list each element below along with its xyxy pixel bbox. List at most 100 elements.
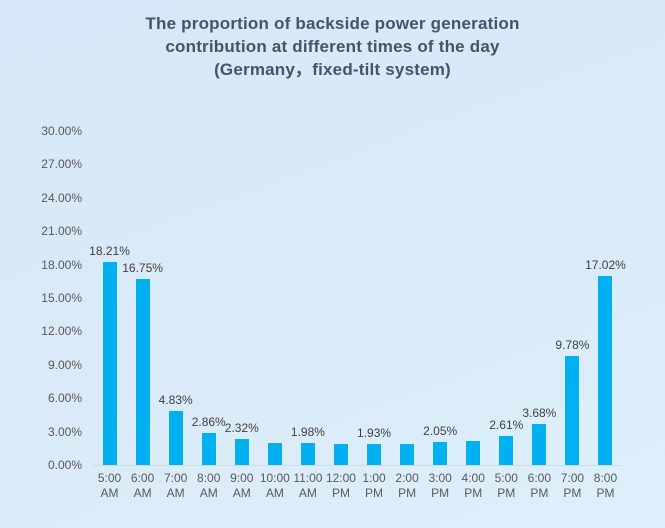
bar [168, 411, 183, 465]
y-axis-tick-label: 24.00% [41, 190, 82, 205]
x-axis-tick-time: 7:00 [560, 471, 585, 485]
bar-data-label: 17.02% [585, 257, 626, 272]
bar-data-label: 4.83% [158, 393, 193, 408]
chart-title-line-2: contribution at different times of the d… [165, 37, 500, 56]
bar [532, 424, 547, 465]
y-axis-tick-label: 18.00% [41, 257, 82, 272]
y-axis-tick-label: 9.00% [47, 357, 82, 372]
x-axis-tick-time: 10:00 [259, 471, 290, 485]
bar-data-label: 1.93% [357, 425, 392, 440]
x-axis-tick-time: 6:00 [130, 471, 155, 485]
x-axis-tick-meridiem: AM [232, 486, 251, 500]
chart-title-line-1: The proportion of backside power generat… [145, 14, 520, 33]
bar [598, 275, 613, 465]
x-axis-tick-label: 8:00 AM [192, 471, 225, 501]
plot-area: 18.21% 16.75% 4.83% 2.86% 2.32% 1.98% 1.93% 2.0… [89, 131, 626, 465]
x-axis-tick-label: 11:00 AM [291, 471, 324, 501]
bar-data-label: 16.75% [122, 260, 163, 275]
bar-data-label: 3.68% [522, 406, 557, 420]
x-axis-tick-time: 6:00 [527, 471, 552, 485]
bar [565, 356, 580, 465]
y-axis-tick-label: 15.00% [41, 291, 82, 305]
bar [433, 442, 448, 465]
bar [367, 443, 382, 465]
x-axis-tick-label: 3:00 PM [424, 471, 457, 501]
bar-slot [324, 131, 357, 465]
chart-title-line-3: (Germany，fixed-tilt system) [214, 60, 451, 79]
x-axis-tick-time: 4:00 [461, 471, 485, 485]
x-axis-tick-label: 8:00 PM [589, 471, 622, 501]
x-axis-tick-meridiem: AM [298, 486, 317, 500]
y-axis-tick-label: 0.00% [47, 458, 82, 472]
x-axis-tick-label: 2:00 PM [391, 471, 424, 501]
y-axis-tick-label: 21.00% [41, 224, 82, 239]
x-axis-tick-label: 7:00 PM [556, 471, 589, 501]
bar [234, 439, 249, 465]
chart-title: The proportion of backside power generat… [0, 12, 665, 81]
y-axis-tick-label: 3.00% [47, 424, 82, 439]
bar-slot: 17.02% [585, 131, 626, 465]
bar-slot: 16.75% [122, 131, 163, 465]
x-axis-tick-label: 12:00 PM [324, 471, 357, 501]
x-axis-tick-label: 7:00 AM [159, 471, 192, 501]
x-axis-tick-meridiem: AM [199, 486, 218, 500]
x-axis-tick-meridiem: PM [398, 486, 417, 500]
x-axis-tick-time: 2:00 [395, 471, 419, 485]
x-axis-tick-label: 1:00 PM [358, 471, 391, 501]
x-axis-tick-label: 5:00 PM [490, 471, 523, 501]
bar-data-label: 2.32% [224, 421, 259, 436]
bar-slot [258, 131, 291, 465]
bar-slot [457, 131, 490, 465]
bar [499, 435, 514, 465]
bar-data-label: 18.21% [89, 244, 130, 259]
bar [466, 440, 481, 465]
x-axis-tick-label: 9:00 AM [225, 471, 258, 501]
x-axis-line [93, 465, 622, 466]
x-axis-tick-label: 10:00 AM [258, 471, 291, 501]
bar-data-label: 2.61% [489, 417, 524, 432]
x-axis-tick-meridiem: AM [265, 486, 284, 500]
bar-slot: 18.21% [89, 131, 130, 465]
bar-slot: 2.32% [224, 131, 259, 465]
x-axis-tick-label: 5:00 AM [93, 471, 126, 501]
bar-data-label: 1.98% [290, 425, 325, 439]
bar [400, 443, 415, 465]
x-axis-tick-meridiem: PM [497, 486, 516, 500]
bar-slot: 2.61% [489, 131, 524, 465]
x-axis-tick-meridiem: AM [100, 486, 119, 500]
x-axis-tick-meridiem: AM [166, 486, 185, 500]
y-axis-tick-label: 12.00% [41, 324, 82, 339]
x-axis-tick-time: 9:00 [230, 471, 254, 485]
bar-slot: 2.05% [423, 131, 457, 465]
bar-slot: 2.86% [191, 131, 226, 465]
x-axis-tick-time: 5:00 [97, 471, 122, 485]
x-axis-tick-meridiem: AM [133, 486, 152, 500]
bar-slot: 4.83% [158, 131, 193, 465]
bar [267, 443, 282, 465]
x-axis-tick-time: 12:00 [325, 471, 356, 485]
bar [300, 443, 315, 465]
x-axis-tick-time: 7:00 [163, 471, 188, 485]
x-axis: 5:00 AM 6:00 AM 7:00 AM 8:00 AM 9:00 AM 10:00 AM 11:… [93, 471, 622, 501]
y-axis-tick-label: 6.00% [47, 391, 82, 406]
bar-data-label: 2.86% [191, 415, 226, 430]
x-axis-tick-label: 4:00 PM [457, 471, 490, 501]
y-axis-tick-label: 27.00% [41, 157, 82, 172]
x-axis-tick-time: 11:00 [293, 471, 323, 485]
bar [135, 278, 150, 465]
x-axis-tick-meridiem: PM [530, 486, 549, 500]
x-axis-tick-meridiem: PM [563, 486, 582, 500]
bar-data-label: 9.78% [555, 338, 590, 353]
bar-slot [391, 131, 424, 465]
x-axis-tick-time: 5:00 [494, 471, 518, 485]
x-axis-tick-time: 8:00 [593, 471, 618, 485]
x-axis-tick-time: 1:00 [362, 471, 386, 485]
x-axis-tick-meridiem: PM [431, 486, 450, 500]
bar-slot: 1.93% [357, 131, 392, 465]
bar [102, 262, 117, 465]
bar [333, 444, 348, 465]
bar [201, 433, 216, 465]
x-axis-tick-label: 6:00 AM [126, 471, 159, 501]
x-axis-tick-label: 6:00 PM [523, 471, 556, 501]
